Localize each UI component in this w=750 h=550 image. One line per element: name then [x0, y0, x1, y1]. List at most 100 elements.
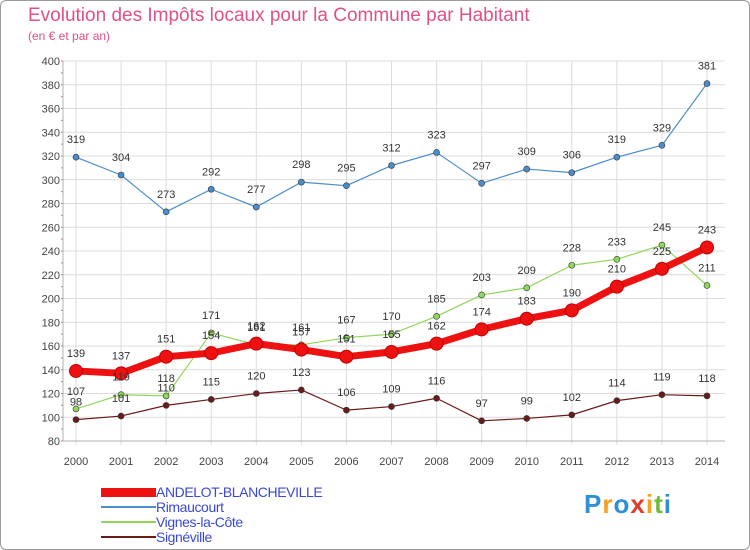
x-tick-label: 2012: [605, 456, 629, 468]
y-tick-label: 360: [42, 104, 60, 116]
y-tick-label: 100: [42, 412, 60, 424]
data-label-vignes-la-cote: 228: [563, 242, 581, 254]
data-label-signeville: 123: [292, 367, 310, 379]
data-point-rimaucourt: [72, 153, 80, 161]
data-label-andelot-blancheville: 151: [337, 334, 355, 346]
data-label-vignes-la-cote: 245: [653, 222, 671, 234]
data-point-rimaucourt: [433, 149, 440, 156]
data-label-vignes-la-cote: 185: [427, 293, 445, 305]
data-point-vignes-la-cote: [207, 329, 215, 337]
data-label-andelot-blancheville: 137: [112, 350, 130, 362]
data-point-rimaucourt: [343, 182, 350, 189]
legend: ANDELOT-BLANCHEVILLE Rimaucourt Vignes-l…: [101, 485, 401, 545]
data-point-signeville: [613, 397, 621, 404]
data-point-rimaucourt: [613, 153, 621, 161]
logo-letter: i: [663, 489, 672, 519]
data-point-andelot-blancheville: [519, 311, 534, 326]
data-point-andelot-blancheville: [474, 322, 489, 337]
data-label-rimaucourt: 319: [67, 134, 85, 146]
data-point-vignes-la-cote: [433, 313, 440, 320]
x-tick-label: 2007: [379, 456, 403, 468]
data-point-vignes-la-cote: [658, 241, 666, 249]
data-point-rimaucourt: [388, 162, 395, 169]
data-point-signeville: [478, 417, 485, 425]
data-label-signeville: 102: [563, 392, 581, 404]
y-tick-label: 320: [42, 151, 60, 163]
data-label-signeville: 106: [337, 387, 355, 399]
data-point-rimaucourt: [523, 165, 531, 173]
data-label-signeville: 99: [521, 395, 533, 407]
x-tick-label: 2003: [199, 456, 223, 468]
data-label-signeville: 114: [608, 378, 626, 390]
data-point-andelot-blancheville: [609, 279, 624, 294]
data-point-andelot-blancheville: [204, 346, 219, 361]
data-label-signeville: 110: [157, 382, 175, 394]
legend-item-signeville: Signéville: [101, 530, 401, 545]
y-tick-label: 380: [42, 80, 60, 92]
data-point-andelot-blancheville: [249, 336, 264, 351]
x-tick-label: 2000: [64, 456, 88, 468]
data-point-andelot-blancheville: [384, 344, 399, 359]
legend-item-andelot: ANDELOT-BLANCHEVILLE: [101, 485, 401, 500]
data-label-vignes-la-cote: 119: [112, 372, 130, 384]
data-point-rimaucourt: [703, 80, 711, 87]
legend-item-vignes: Vignes-la-Côte: [101, 515, 401, 530]
data-point-signeville: [72, 416, 80, 423]
data-label-rimaucourt: 297: [472, 160, 490, 172]
legend-item-rimaucourt: Rimaucourt: [101, 500, 401, 515]
data-label-rimaucourt: 295: [337, 163, 355, 175]
x-tick-label: 2005: [289, 456, 313, 468]
data-point-vignes-la-cote: [343, 334, 350, 341]
x-tick-label: 2009: [469, 456, 493, 468]
y-tick-label: 180: [42, 317, 60, 329]
x-tick-label: 2001: [109, 456, 133, 468]
legend-label-andelot: ANDELOT-BLANCHEVILLE: [156, 484, 323, 500]
legend-swatch-andelot: [101, 488, 156, 497]
data-label-rimaucourt: 381: [698, 61, 716, 73]
logo-letter: i: [645, 489, 655, 519]
data-label-andelot-blancheville: 174: [472, 306, 490, 318]
x-tick-label: 2002: [154, 456, 178, 468]
data-label-andelot-blancheville: 155: [382, 329, 400, 341]
y-tick-label: 160: [42, 341, 60, 353]
legend-label-signeville: Signéville: [156, 529, 212, 545]
data-label-vignes-la-cote: 118: [157, 373, 175, 385]
data-point-rimaucourt: [162, 208, 170, 216]
x-tick-label: 2013: [650, 456, 674, 468]
x-tick-label: 2011: [560, 456, 584, 468]
x-tick-label: 2006: [334, 456, 358, 468]
x-tick-label: 2010: [514, 456, 538, 468]
data-point-andelot-blancheville: [114, 366, 129, 381]
data-point-rimaucourt: [252, 203, 260, 211]
data-label-rimaucourt: 292: [202, 166, 220, 178]
data-label-andelot-blancheville: 190: [563, 287, 581, 299]
data-label-andelot-blancheville: 154: [202, 330, 220, 342]
data-label-rimaucourt: 329: [653, 122, 671, 134]
data-label-signeville: 120: [247, 371, 265, 383]
y-tick-label: 240: [42, 246, 60, 258]
legend-swatch-rimaucourt: [101, 506, 156, 508]
y-tick-label: 220: [42, 270, 60, 282]
data-point-vignes-la-cote: [388, 330, 395, 338]
data-label-andelot-blancheville: 162: [247, 321, 265, 333]
x-tick-label: 2014: [695, 456, 719, 468]
chart-title: Evolution des Impôts locaux pour la Comm…: [28, 5, 530, 26]
data-label-vignes-la-cote: 233: [608, 236, 626, 248]
logo-letter: r: [602, 489, 614, 519]
y-tick-label: 140: [42, 365, 60, 377]
data-point-vignes-la-cote: [478, 291, 485, 299]
data-point-andelot-blancheville: [429, 336, 444, 351]
data-label-vignes-la-cote: 211: [698, 262, 716, 274]
y-tick-label: 400: [42, 56, 60, 68]
data-point-vignes-la-cote: [568, 261, 576, 269]
data-point-signeville: [162, 402, 170, 409]
data-point-signeville: [343, 406, 350, 414]
data-label-signeville: 97: [476, 398, 488, 410]
logo-letter: P: [584, 489, 603, 519]
legend-label-rimaucourt: Rimaucourt: [156, 499, 224, 515]
data-label-andelot-blancheville: 157: [292, 327, 310, 339]
data-label-andelot-blancheville: 162: [427, 321, 445, 333]
data-label-rimaucourt: 273: [157, 189, 175, 201]
data-point-rimaucourt: [298, 178, 305, 186]
data-point-vignes-la-cote: [117, 391, 125, 398]
